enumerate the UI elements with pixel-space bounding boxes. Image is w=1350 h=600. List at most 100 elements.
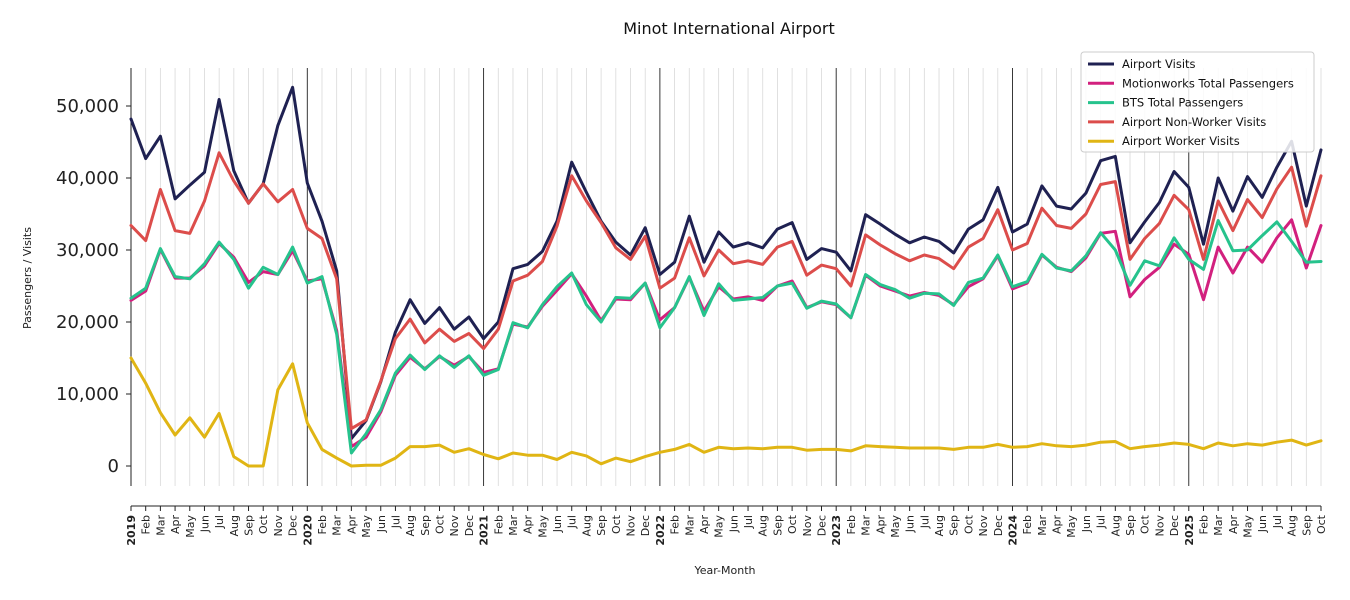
x-tick-label-month: Jun xyxy=(727,515,740,533)
series-line-bts-total-passengers xyxy=(129,219,1323,455)
x-tick-label-month: Jul xyxy=(213,515,226,529)
x-tick-label-month: Oct xyxy=(434,514,447,534)
legend-box xyxy=(1080,51,1315,153)
x-tick-label-month: Jul xyxy=(918,515,931,529)
x-tick-label-year: 2019 xyxy=(125,515,138,546)
x-tick-label-month: Feb xyxy=(1197,515,1210,534)
x-tick-label-month: Sep xyxy=(1124,515,1137,536)
x-tick-label-month: May xyxy=(1242,515,1255,538)
x-axis-label: Year-Month xyxy=(693,564,755,577)
x-tick-label-month: Aug xyxy=(404,515,417,536)
x-tick-label-month: May xyxy=(536,515,549,538)
x-tick-label-month: Oct xyxy=(1139,514,1152,534)
y-tick-label: 0 xyxy=(108,456,119,477)
series-line-motionworks-total-passengers xyxy=(129,218,1323,449)
x-tick-label-year: 2020 xyxy=(301,515,314,546)
x-tick-label-month: Jul xyxy=(1271,515,1284,529)
x-tick-label-month: Mar xyxy=(154,515,167,536)
x-tick-label-month: Mar xyxy=(683,515,696,536)
y-tick-label: 50,000 xyxy=(56,96,119,117)
x-tick-label-month: Mar xyxy=(507,515,520,536)
x-tick-label-month: Apr xyxy=(874,515,887,535)
x-tick-label-month: Aug xyxy=(228,515,241,536)
x-tick-label-month: May xyxy=(1065,515,1078,538)
x-tick-label-month: Apr xyxy=(169,515,182,535)
x-tick-label-month: Aug xyxy=(1286,515,1299,536)
chart-title: Minot International Airport xyxy=(623,19,835,38)
x-tick-label-month: Nov xyxy=(448,515,461,537)
x-tick-label-month: Jun xyxy=(1256,515,1269,533)
x-tick-label-month: Feb xyxy=(140,515,153,534)
x-tick-label-month: Aug xyxy=(1109,515,1122,536)
legend-label: Airport Non-Worker Visits xyxy=(1122,115,1266,129)
x-tick-label-year: 2023 xyxy=(830,515,843,546)
x-tick-label-month: Oct xyxy=(962,514,975,534)
x-tick-label-month: Feb xyxy=(492,515,505,534)
x-tick-label-month: Aug xyxy=(933,515,946,536)
x-tick-label-month: Apr xyxy=(522,515,535,535)
legend-label: Airport Worker Visits xyxy=(1122,134,1240,148)
x-tick-label-month: Nov xyxy=(977,515,990,537)
x-tick-label-month: May xyxy=(184,515,197,538)
x-tick-label-month: Jul xyxy=(389,515,402,529)
x-tick-label-month: Sep xyxy=(243,515,256,536)
y-tick-label: 30,000 xyxy=(56,240,119,261)
x-tick-label-month: Apr xyxy=(698,515,711,535)
x-tick-label-month: Nov xyxy=(272,515,285,537)
x-tick-label-month: Sep xyxy=(948,515,961,536)
legend: Airport Visits Motionworks Total Passenge… xyxy=(1080,51,1315,153)
x-tick-label-month: Dec xyxy=(1168,515,1181,536)
legend-label: BTS Total Passengers xyxy=(1122,96,1243,110)
x-tick-label-month: Oct xyxy=(1315,514,1328,534)
x-tick-label-month: Oct xyxy=(610,514,623,534)
x-tick-label-month: Apr xyxy=(1227,515,1240,535)
x-tick-label-month: Dec xyxy=(639,515,652,536)
grid-lines xyxy=(130,68,1322,486)
y-tick-label: 10,000 xyxy=(56,384,119,405)
x-tick-label-month: Nov xyxy=(1153,515,1166,537)
x-tick-label-month: Oct xyxy=(786,514,799,534)
x-tick-label-month: Sep xyxy=(419,515,432,536)
x-tick-label-month: Apr xyxy=(1051,515,1064,535)
x-tick-label-month: Dec xyxy=(463,515,476,536)
series-lines xyxy=(129,85,1323,468)
x-tick-label-month: May xyxy=(713,515,726,538)
x-tick-label-month: Jun xyxy=(551,515,564,533)
x-tick-label-month: Mar xyxy=(860,515,873,536)
series-line-airport-worker-visits xyxy=(129,356,1323,468)
x-tick-label-month: Jul xyxy=(1095,515,1108,529)
x-tick-label-month: Feb xyxy=(316,515,329,534)
x-tick-label-month: Feb xyxy=(669,515,682,534)
x-tick-label-month: Dec xyxy=(287,515,300,536)
x-tick-label-month: Jun xyxy=(198,515,211,533)
x-tick-label-month: Sep xyxy=(595,515,608,536)
x-tick-label-month: Dec xyxy=(815,515,828,536)
y-tick-label: 40,000 xyxy=(56,168,119,189)
x-tick-label-year: 2024 xyxy=(1006,515,1019,546)
x-tick-label-month: Apr xyxy=(345,515,358,535)
x-tick-label-month: Aug xyxy=(757,515,770,536)
x-tick-label-month: Mar xyxy=(331,515,344,536)
x-tick-label-month: Nov xyxy=(625,515,638,537)
x-tick-label-month: Aug xyxy=(580,515,593,536)
x-tick-label-month: Mar xyxy=(1036,515,1049,536)
x-tick-label-month: May xyxy=(360,515,373,538)
x-tick-label-month: Sep xyxy=(771,515,784,536)
x-tick-label-year: 2021 xyxy=(478,515,491,546)
x-tick-label-month: Jun xyxy=(375,515,388,533)
x-tick-label-month: Nov xyxy=(801,515,814,537)
x-tick-label-month: Sep xyxy=(1300,515,1313,536)
x-tick-label-month: Jul xyxy=(566,515,579,529)
series-line-airport-visits xyxy=(129,85,1323,441)
x-tick-label-month: Dec xyxy=(992,515,1005,536)
x-tick-label-month: Jun xyxy=(904,515,917,533)
legend-label: Airport Visits xyxy=(1122,57,1196,71)
x-tick-label-month: May xyxy=(889,515,902,538)
x-tick-label-month: Feb xyxy=(845,515,858,534)
x-tick-label-month: Feb xyxy=(1021,515,1034,534)
y-axis-label: Passengers / Visits xyxy=(21,227,34,329)
x-tick-label-month: Oct xyxy=(257,514,270,534)
